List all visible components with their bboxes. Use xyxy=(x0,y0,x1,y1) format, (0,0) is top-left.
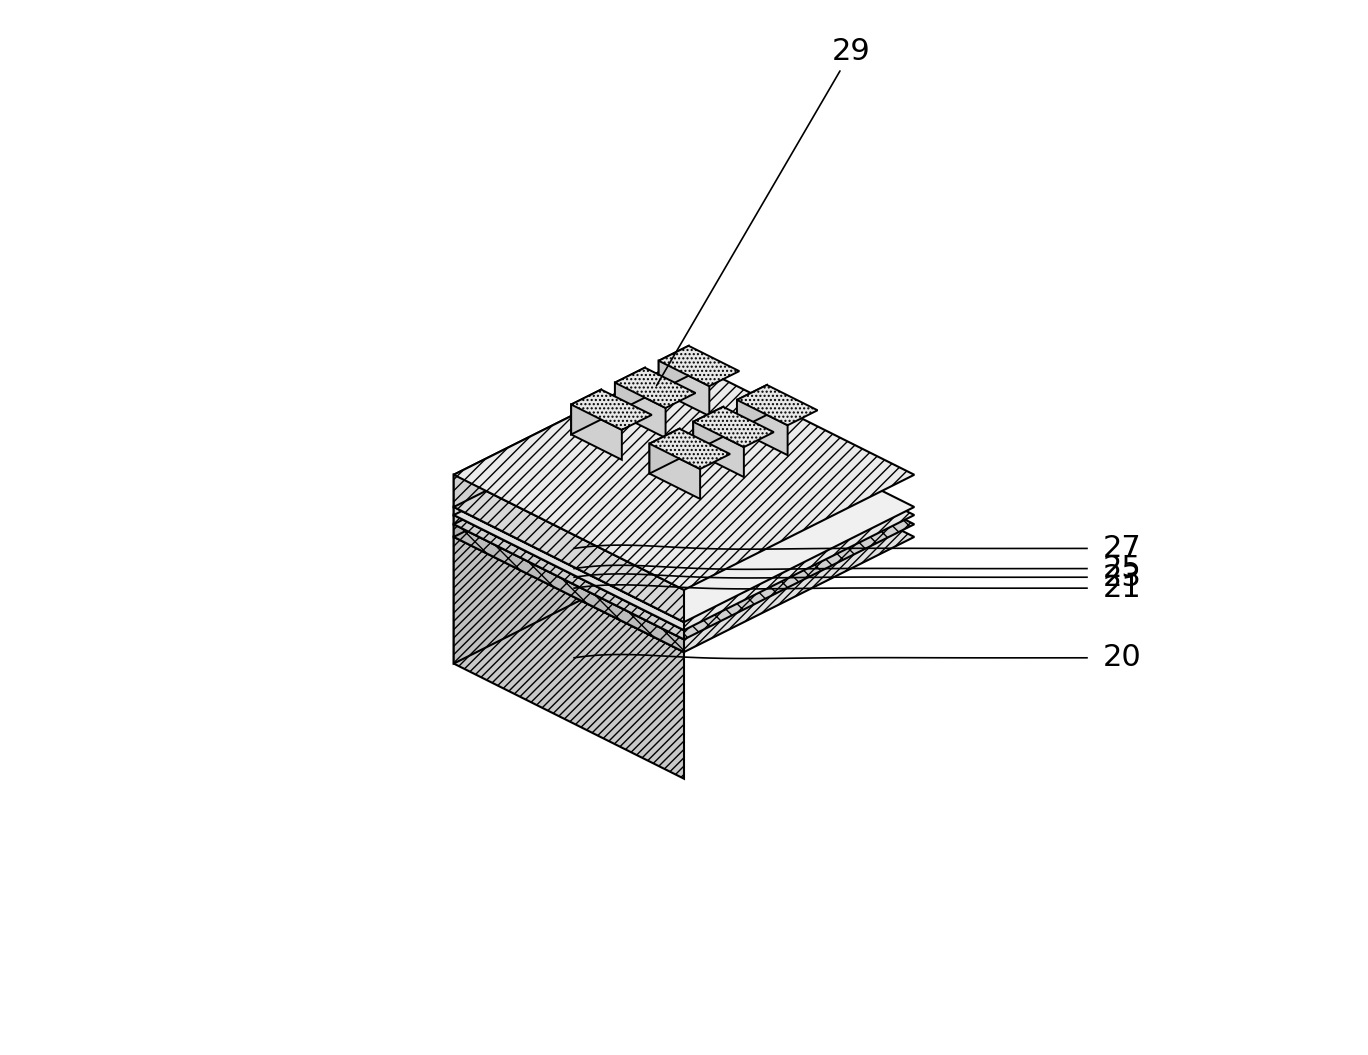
Polygon shape xyxy=(650,444,700,499)
Polygon shape xyxy=(616,368,644,413)
Polygon shape xyxy=(572,404,622,460)
Polygon shape xyxy=(454,400,914,630)
Polygon shape xyxy=(658,346,739,386)
Polygon shape xyxy=(616,368,695,408)
Polygon shape xyxy=(454,475,684,622)
Polygon shape xyxy=(650,428,731,469)
Polygon shape xyxy=(694,407,774,447)
Polygon shape xyxy=(572,389,601,435)
Polygon shape xyxy=(454,409,684,537)
Text: 29: 29 xyxy=(657,37,871,385)
Polygon shape xyxy=(658,361,710,416)
Polygon shape xyxy=(454,422,684,664)
Text: 25: 25 xyxy=(1103,554,1141,583)
Polygon shape xyxy=(454,507,684,630)
Polygon shape xyxy=(454,400,684,524)
Polygon shape xyxy=(454,391,914,622)
Text: 21: 21 xyxy=(1103,574,1141,602)
Polygon shape xyxy=(737,385,767,429)
Polygon shape xyxy=(454,409,914,639)
Polygon shape xyxy=(454,391,684,515)
Polygon shape xyxy=(454,360,684,507)
Text: 23: 23 xyxy=(1103,562,1141,592)
Polygon shape xyxy=(650,428,680,474)
Polygon shape xyxy=(572,389,651,429)
Text: 27: 27 xyxy=(1103,534,1141,563)
Polygon shape xyxy=(616,383,666,438)
Polygon shape xyxy=(454,524,684,652)
Polygon shape xyxy=(454,537,684,779)
Polygon shape xyxy=(454,422,914,652)
Text: 20: 20 xyxy=(1103,644,1141,672)
Polygon shape xyxy=(658,346,688,390)
Polygon shape xyxy=(737,385,818,425)
Polygon shape xyxy=(454,515,684,639)
Polygon shape xyxy=(694,407,724,452)
Polygon shape xyxy=(454,360,914,590)
Polygon shape xyxy=(694,422,744,477)
Polygon shape xyxy=(737,400,788,455)
